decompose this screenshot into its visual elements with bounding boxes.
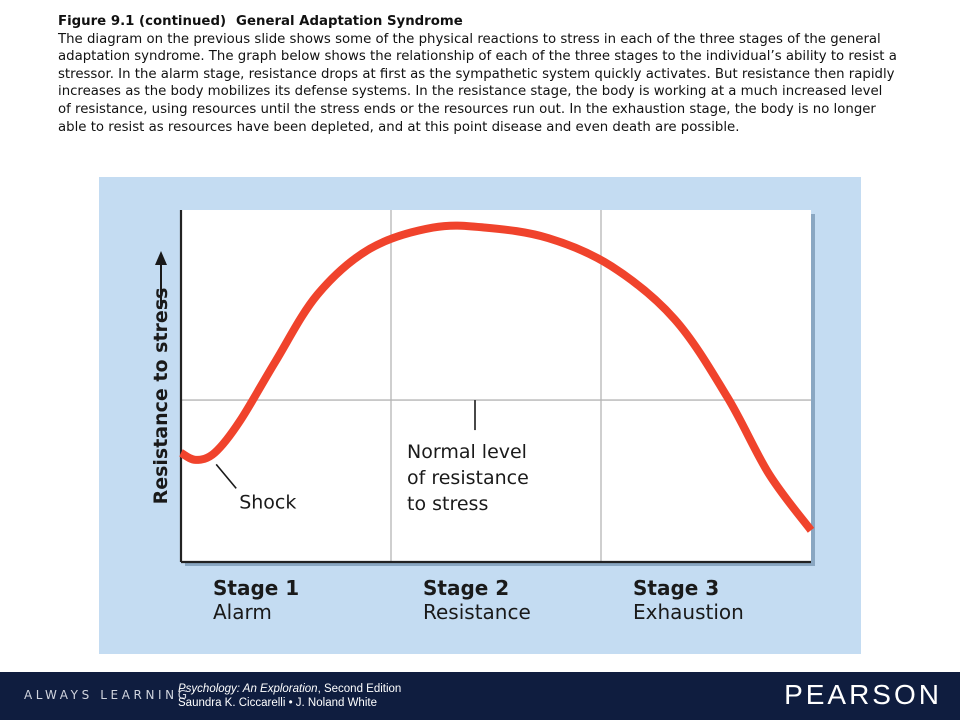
book-title: Psychology: An Exploration bbox=[178, 683, 318, 695]
chart-marks: Resistance to stress Shock Normal level of … bbox=[150, 221, 815, 533]
y-axis-label: Resistance to stress bbox=[150, 288, 172, 505]
caption-body: The diagram on the previous slide shows … bbox=[58, 31, 897, 135]
shock-label: Shock bbox=[239, 491, 296, 513]
plot-area bbox=[179, 210, 815, 566]
chart-panel: Resistance to stress Shock Normal level of … bbox=[99, 177, 861, 654]
stage-label: Stage 1 Alarm bbox=[213, 576, 299, 624]
plot-background bbox=[181, 210, 811, 562]
normal-level-label: Normal level of resistance to stress bbox=[407, 441, 529, 515]
stage-name: Alarm bbox=[213, 600, 272, 624]
resistance-curve bbox=[179, 221, 815, 533]
stage-number: Stage 3 bbox=[633, 576, 720, 600]
book-edition: , Second Edition bbox=[317, 683, 402, 695]
figure-caption: Figure 9.1 (continued) General Adaptation… bbox=[58, 13, 898, 136]
normal-level-label-line: Normal level bbox=[407, 441, 527, 463]
normal-level-label-line: of resistance bbox=[407, 467, 529, 489]
shock-leader-line bbox=[215, 463, 237, 489]
caption-subtitle: General Adaptation Syndrome bbox=[236, 14, 463, 29]
footer-bar: ALWAYS LEARNING Psychology: An Explorati… bbox=[0, 672, 960, 720]
stage-name: Exhaustion bbox=[633, 600, 744, 624]
normal-level-label-line: to stress bbox=[407, 493, 488, 515]
stage-label: Stage 2 Resistance bbox=[423, 576, 531, 624]
book-authors: Saundra K. Ciccarelli • J. Noland White bbox=[178, 697, 377, 709]
caption-title: Figure 9.1 (continued) General Adaptation… bbox=[58, 14, 463, 29]
book-credit: Psychology: An Exploration, Second Editi… bbox=[178, 682, 401, 710]
stage-number: Stage 1 bbox=[213, 576, 300, 600]
y-axis-arrow-head bbox=[155, 251, 167, 265]
pearson-logo: PEARSON bbox=[784, 679, 942, 710]
stage-name: Resistance bbox=[423, 600, 531, 624]
stage-label: Stage 3 Exhaustion bbox=[633, 576, 744, 624]
gas-chart: Resistance to stress Shock Normal level of … bbox=[99, 177, 861, 654]
stage-number: Stage 2 bbox=[423, 576, 510, 600]
footer-tagline: ALWAYS LEARNING bbox=[24, 688, 191, 702]
